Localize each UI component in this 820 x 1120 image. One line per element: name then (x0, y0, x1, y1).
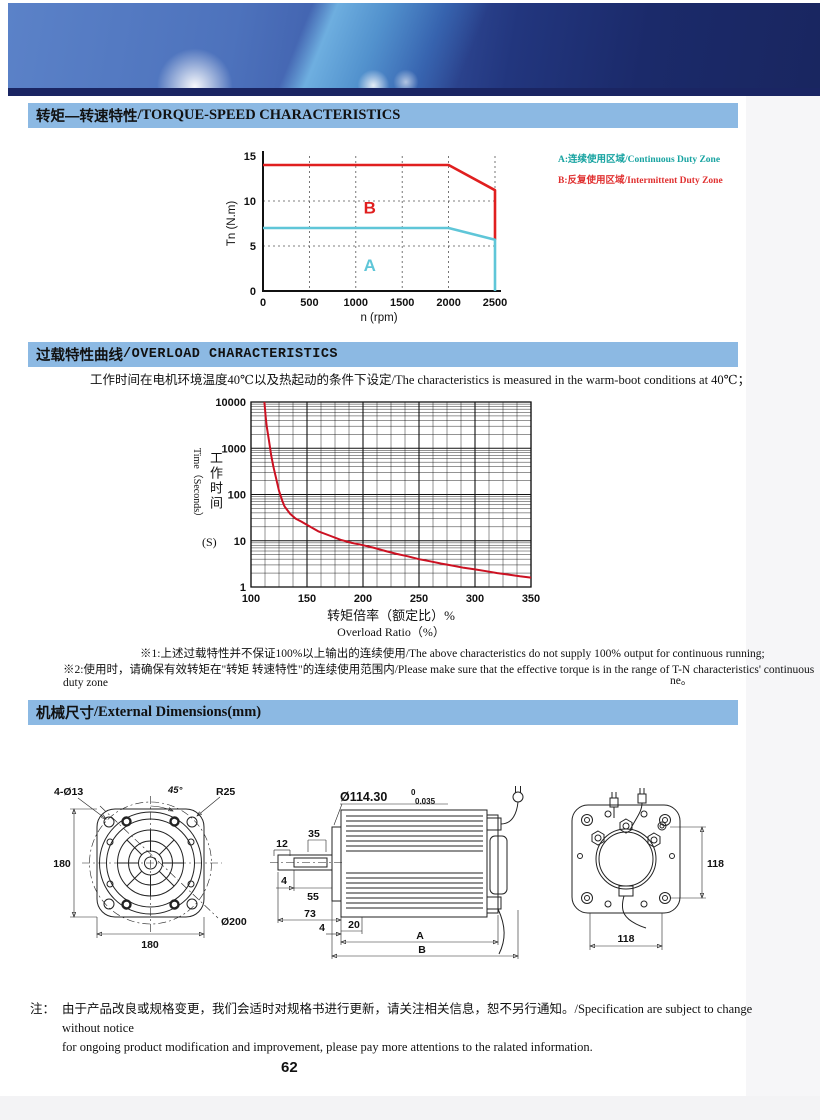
overload-ylabel-unit: (S) (202, 535, 217, 549)
svg-text:Tn (N.m): Tn (N.m) (226, 201, 238, 247)
svg-text:250: 250 (410, 593, 428, 605)
header-banner-strip (8, 88, 820, 96)
dim-side-diameter: Ø114.30 (340, 790, 387, 804)
svg-text:5: 5 (250, 241, 256, 253)
page-edge-right (746, 96, 820, 1120)
overload-note-2-continuation: ne。 (670, 675, 693, 687)
dim-side-tol-top: 0 (411, 788, 416, 797)
svg-text:n (rpm): n (rpm) (360, 312, 397, 324)
svg-text:2000: 2000 (436, 297, 460, 309)
dim-front-outer: Ø200 (221, 916, 247, 928)
svg-text:A: A (364, 256, 376, 275)
section-title-en: /OVERLOAD CHARACTERISTICS (123, 347, 339, 362)
legend-item-continuous: A:连续使用区域/Continuous Duty Zone (558, 155, 721, 165)
svg-text:500: 500 (300, 297, 318, 309)
svg-text:Overload Ratio（%）: Overload Ratio（%） (337, 625, 445, 639)
overload-ylabel-en: Time（Seconds） (191, 448, 202, 523)
svg-text:1000: 1000 (222, 443, 246, 455)
svg-text:100: 100 (242, 593, 260, 605)
dim-side-20: 20 (348, 919, 360, 931)
svg-text:15: 15 (244, 151, 256, 163)
dim-rear-width: 118 (618, 933, 635, 945)
svg-text:350: 350 (522, 593, 540, 605)
svg-text:B: B (364, 199, 376, 218)
svg-text:10: 10 (244, 196, 256, 208)
dim-side-35: 35 (308, 828, 320, 840)
footer-note-label: 注： (30, 1002, 56, 1016)
svg-text:0: 0 (250, 286, 256, 298)
svg-text:300: 300 (466, 593, 484, 605)
section-title-dimensions: 机械尺寸/External Dimensions(mm) (28, 700, 738, 725)
dim-side-12: 12 (276, 838, 288, 850)
section-title-cn: 转矩—转速特性 (36, 109, 138, 125)
torque-speed-legend: A:连续使用区域/Continuous Duty Zone B:反复使用区域/I… (558, 150, 723, 192)
footer-note-body: 由于产品改良或规格变更，我们会适时对规格书进行更新，请关注相关信息，恕不另行通知… (62, 1000, 770, 1057)
dim-side-tol-bottom: 0.035 (415, 797, 436, 806)
dim-side-55: 55 (307, 891, 319, 903)
svg-text:150: 150 (298, 593, 316, 605)
header-banner (8, 3, 820, 88)
svg-text:1000: 1000 (344, 297, 368, 309)
page-edge-bottom (0, 1096, 820, 1120)
dim-side-73: 73 (304, 908, 316, 920)
svg-text:0: 0 (260, 297, 266, 309)
svg-text:10: 10 (234, 536, 246, 548)
footer-note: 注： 由于产品改良或规格变更，我们会适时对规格书进行更新，请关注相关信息，恕不另… (30, 1000, 770, 1057)
svg-text:10000: 10000 (215, 397, 246, 409)
overload-note-2: ※2:使用时，请确保有效转矩在"转矩 转速特性"的连续使用范围内/Please … (63, 664, 815, 689)
svg-text:100: 100 (228, 490, 246, 502)
svg-text:2500: 2500 (483, 297, 507, 309)
dim-front-holes: 4-Ø13 (54, 786, 83, 798)
dim-side-4b: 4 (319, 922, 325, 934)
overload-note-1: ※1:上述过载特性并不保证100%以上输出的连续使用/The above cha… (140, 648, 765, 660)
page-number: 62 (281, 1059, 298, 1076)
dim-rear-height: 118 (707, 858, 724, 870)
overload-chart: 1 10 100 1000 10000 100 150 200 250 300 350 转矩倍率（额定… (215, 397, 540, 639)
dim-side-B: B (418, 944, 426, 956)
stray-mark: - (330, 668, 334, 680)
section-title-cn: 过载特性曲线 (36, 348, 123, 364)
svg-text:200: 200 (354, 593, 372, 605)
footer-note-line2: for ongoing product modification and imp… (62, 1040, 593, 1054)
dim-front-radius: R25 (216, 786, 235, 798)
footer-note-line1: 由于产品改良或规格变更，我们会适时对规格书进行更新，请关注相关信息，恕不另行通知… (62, 1002, 753, 1035)
dim-front-angle: 45° (167, 785, 183, 796)
section-title-cn: 机械尺寸 (36, 706, 94, 722)
section-title-overload: 过载特性曲线/OVERLOAD CHARACTERISTICS (28, 342, 738, 367)
legend-item-intermittent: B:反复使用区域/Intermittent Duty Zone (558, 176, 723, 186)
overload-subtitle: 工作时间在电机环境温度40℃以及热起动的条件下设定/The characteri… (90, 373, 751, 387)
dim-side-4a: 4 (281, 875, 287, 887)
svg-text:1500: 1500 (390, 297, 414, 309)
side-view-drawing: Ø114.30 0 0.035 35 12 4 55 73 4 20 A B (270, 786, 524, 959)
section-title-torque-speed: 转矩—转速特性/TORQUE-SPEED CHARACTERISTICS (28, 103, 738, 128)
overload-ylabel-cn: 工作时间 (208, 451, 223, 511)
torque-speed-chart: 0 5 10 15 0 500 1000 1500 2000 2500 B A Tn (N.m) n (r… (226, 151, 507, 324)
section-title-en: /TORQUE-SPEED CHARACTERISTICS (137, 107, 401, 123)
svg-text:1: 1 (240, 582, 246, 594)
dim-front-width: 180 (141, 939, 159, 951)
section-title-en: /External Dimensions(mm) (94, 704, 262, 720)
dim-side-A: A (416, 930, 424, 942)
svg-text:转矩倍率（额定比）%: 转矩倍率（额定比）% (327, 608, 455, 623)
dim-front-height: 180 (53, 858, 71, 870)
front-view-drawing: 180 180 4-Ø13 45° R25 Ø200 (53, 785, 247, 951)
rear-view-drawing: 118 118 (571, 788, 724, 950)
